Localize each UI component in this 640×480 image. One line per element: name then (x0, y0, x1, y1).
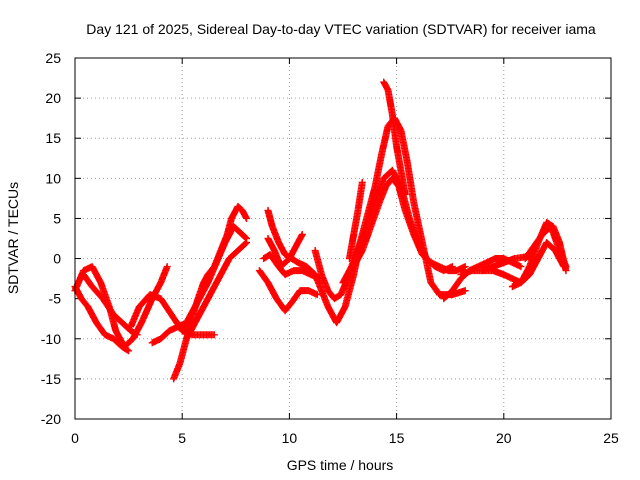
point-markers (350, 174, 469, 275)
series-track-17 (380, 78, 409, 198)
y-tick-label: 20 (45, 90, 61, 106)
plot-frame (74, 57, 612, 420)
axis-ticks (74, 57, 612, 420)
y-axis-label: SDTVAR / TECUs (5, 182, 21, 294)
series-track-15 (345, 178, 366, 263)
y-tick-label: -15 (41, 371, 61, 387)
gridlines (75, 58, 611, 419)
y-tick-label: 15 (45, 130, 61, 146)
series-track-3 (80, 271, 141, 339)
point-markers (345, 178, 366, 263)
y-tick-label: 25 (45, 50, 61, 66)
y-tick-label: 0 (53, 251, 61, 267)
data-points (71, 78, 570, 383)
x-tick-label: 10 (282, 430, 298, 446)
x-axis-label: GPS time / hours (287, 457, 394, 473)
point-markers (182, 239, 251, 343)
point-markers (380, 78, 409, 198)
series-track-12 (255, 267, 321, 315)
x-tick-label: 20 (496, 430, 512, 446)
chart-title: Day 121 of 2025, Sidereal Day-to-day VTE… (86, 21, 596, 37)
x-tick-label: 25 (603, 430, 619, 446)
point-markers (80, 271, 141, 339)
y-tick-label: 5 (53, 210, 61, 226)
x-tick-label: 5 (178, 430, 186, 446)
x-tick-label: 0 (71, 430, 79, 446)
y-tick-label: -10 (41, 331, 61, 347)
y-tick-label: -20 (41, 411, 61, 427)
series-track-8 (182, 239, 251, 343)
y-tick-labels: -20 -15 -10 -5 0 5 10 15 20 25 (41, 50, 61, 427)
point-markers (521, 222, 570, 271)
x-tick-labels: 0 5 10 15 20 25 (71, 430, 619, 446)
series-track-22 (521, 222, 570, 271)
series-track-7 (178, 222, 251, 335)
point-markers (178, 222, 251, 335)
point-markers (255, 267, 321, 315)
y-tick-label: -5 (49, 291, 62, 307)
y-tick-label: 10 (45, 170, 61, 186)
series-track-16 (350, 174, 469, 275)
x-tick-label: 15 (389, 430, 405, 446)
